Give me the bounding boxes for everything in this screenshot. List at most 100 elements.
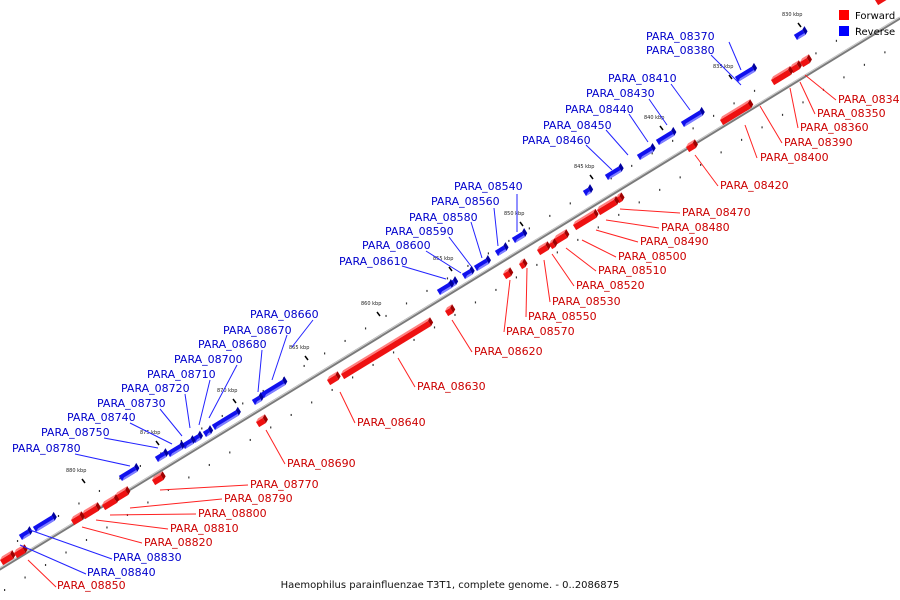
gene-para-08800[interactable] (102, 494, 120, 511)
gene-para-08340[interactable] (875, 0, 889, 6)
gene-para-08640[interactable] (327, 371, 341, 386)
gene-para-08660[interactable] (251, 392, 264, 405)
gene-label-para-08800[interactable]: PARA_08800 (198, 507, 267, 520)
gene-para-08450[interactable] (604, 162, 624, 180)
gene-label-para-08710[interactable]: PARA_08710 (147, 368, 216, 381)
gene-para-08580[interactable] (473, 254, 491, 271)
gene-para-08610[interactable] (436, 278, 454, 295)
gene-label-para-08730[interactable]: PARA_08730 (97, 397, 166, 410)
gene-label-para-08490[interactable]: PARA_08490 (640, 235, 709, 248)
gene-label-para-08470[interactable]: PARA_08470 (682, 206, 751, 219)
gene-label-para-08370[interactable]: PARA_08370 (646, 30, 715, 43)
gene-para-08810[interactable] (82, 502, 101, 520)
gene-label-para-08350[interactable]: PARA_08350 (817, 107, 886, 120)
gene-label-para-08820[interactable]: PARA_08820 (144, 536, 213, 549)
gene-label-para-08560[interactable]: PARA_08560 (431, 195, 500, 208)
minor-tick (392, 351, 395, 354)
gene-label-para-08670[interactable]: PARA_08670 (223, 324, 292, 337)
gene-label-para-08450[interactable]: PARA_08450 (543, 119, 612, 132)
gene-label-para-08580[interactable]: PARA_08580 (409, 211, 478, 224)
gene-label-para-08550[interactable]: PARA_08550 (528, 310, 597, 323)
gene-para-08530[interactable] (537, 241, 551, 256)
gene-para-08440[interactable] (636, 142, 656, 160)
gene-label-para-08410[interactable]: PARA_08410 (608, 72, 677, 85)
gene-face (597, 199, 618, 216)
gene-label-para-08340[interactable]: PARA_08340 (838, 93, 900, 106)
gene-label-para-08790[interactable]: PARA_08790 (224, 492, 293, 505)
gene-para-08730[interactable] (166, 440, 185, 457)
gene-para-08630[interactable] (341, 317, 434, 380)
gene-label-para-08750[interactable]: PARA_08750 (41, 426, 110, 439)
gene-label-para-08420[interactable]: PARA_08420 (720, 179, 789, 192)
gene-face (461, 269, 473, 279)
gene-label-para-08570[interactable]: PARA_08570 (506, 325, 575, 338)
gene-label-para-08740[interactable]: PARA_08740 (67, 411, 136, 424)
gene-para-08670[interactable] (260, 376, 288, 398)
gene-para-08380[interactable] (734, 62, 758, 82)
gene-label-para-08780[interactable]: PARA_08780 (12, 442, 81, 455)
gene-label-para-08390[interactable]: PARA_08390 (784, 136, 853, 149)
gene-para-08410[interactable] (680, 106, 705, 127)
gene-para-08720[interactable] (181, 435, 196, 449)
gene-label-para-08380[interactable]: PARA_08380 (646, 44, 715, 57)
gene-label-para-08660[interactable]: PARA_08660 (250, 308, 319, 321)
gene-para-08700[interactable] (202, 425, 214, 437)
gene-para-08780[interactable] (32, 511, 57, 532)
gene-para-08460[interactable] (582, 184, 594, 196)
gene-para-08680[interactable] (211, 406, 241, 430)
gene-para-08470[interactable] (686, 139, 698, 153)
gene-para-08560[interactable] (494, 242, 509, 256)
gene-para-08540[interactable] (511, 228, 528, 243)
gene-label-para-08480[interactable]: PARA_08480 (661, 221, 730, 234)
gene-label-para-08700[interactable]: PARA_08700 (174, 353, 243, 366)
gene-para-08490[interactable] (597, 195, 620, 216)
gene-para-08370[interactable] (793, 26, 808, 40)
gene-para-08770[interactable] (152, 471, 166, 486)
gene-para-08620[interactable] (445, 304, 456, 317)
gene-para-08500[interactable] (573, 208, 599, 231)
gene-label-para-08840[interactable]: PARA_08840 (87, 566, 156, 579)
gene-para-08390[interactable] (771, 65, 794, 86)
gene-label-para-08520[interactable]: PARA_08520 (576, 279, 645, 292)
gene-label-para-08720[interactable]: PARA_08720 (121, 382, 190, 395)
gene-face (32, 515, 55, 532)
minor-tick (147, 501, 149, 504)
gene-label-para-08590[interactable]: PARA_08590 (385, 225, 454, 238)
gene-label-para-08640[interactable]: PARA_08640 (357, 416, 426, 429)
gene-label-para-08500[interactable]: PARA_08500 (618, 250, 687, 263)
gene-label-para-08630[interactable]: PARA_08630 (417, 380, 486, 393)
gene-para-08510[interactable] (554, 229, 570, 245)
gene-para-08590[interactable] (461, 265, 475, 279)
gene-label-para-08460[interactable]: PARA_08460 (522, 134, 591, 147)
gene-label-para-08430[interactable]: PARA_08430 (586, 87, 655, 100)
gene-para-08350[interactable] (800, 54, 812, 68)
gene-end (113, 494, 120, 503)
gene-para-08690[interactable] (256, 414, 268, 428)
gene-para-08430[interactable] (655, 126, 677, 145)
gene-label-para-08830[interactable]: PARA_08830 (113, 551, 182, 564)
gene-label-para-08680[interactable]: PARA_08680 (198, 338, 267, 351)
gene-label-para-08360[interactable]: PARA_08360 (800, 121, 869, 134)
gene-label-para-08400[interactable]: PARA_08400 (760, 151, 829, 164)
gene-label-para-08610[interactable]: PARA_08610 (339, 255, 408, 268)
gene-para-08830[interactable] (18, 526, 33, 540)
gene-label-para-08850[interactable]: PARA_08850 (57, 579, 126, 592)
gene-label-para-08690[interactable]: PARA_08690 (287, 457, 356, 470)
gene-label-para-08600[interactable]: PARA_08600 (362, 239, 431, 252)
gene-para-08740[interactable] (154, 448, 169, 462)
gene-label-para-08810[interactable]: PARA_08810 (170, 522, 239, 535)
gene-para-08480[interactable] (616, 192, 625, 204)
gene-label-para-08440[interactable]: PARA_08440 (565, 103, 634, 116)
gene-label-para-08770[interactable]: PARA_08770 (250, 478, 319, 491)
gene-para-08820[interactable] (71, 511, 85, 526)
gene-fwd-25[interactable] (0, 550, 16, 566)
gene-label-para-08530[interactable]: PARA_08530 (552, 295, 621, 308)
gene-label-para-08620[interactable]: PARA_08620 (474, 345, 543, 358)
gene-para-08570[interactable] (503, 267, 514, 280)
gene-label-para-08540[interactable]: PARA_08540 (454, 180, 523, 193)
gene-para-08520[interactable] (549, 238, 558, 250)
gene-para-08420[interactable] (743, 99, 754, 112)
gene-para-08550[interactable] (519, 258, 528, 270)
gene-para-08750[interactable] (118, 462, 140, 481)
gene-label-para-08510[interactable]: PARA_08510 (598, 264, 667, 277)
